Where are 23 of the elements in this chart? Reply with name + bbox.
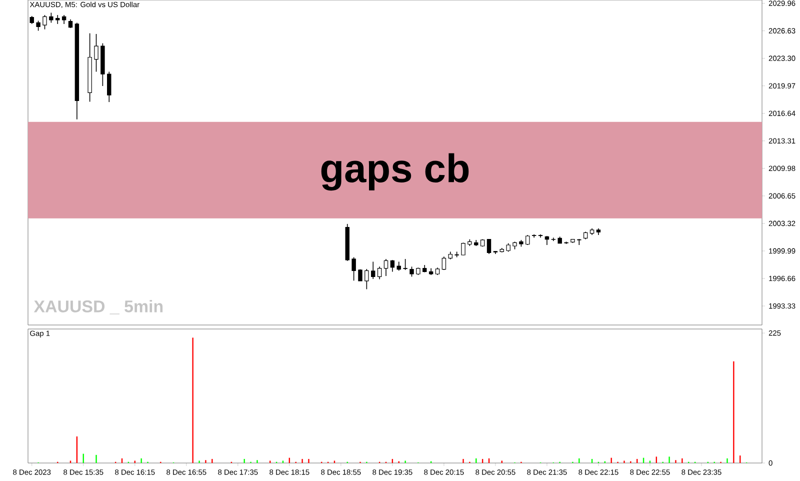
candlestick bbox=[526, 234, 530, 246]
candlestick bbox=[377, 266, 382, 280]
candlestick bbox=[551, 237, 556, 242]
candlestick bbox=[544, 236, 550, 246]
candlestick bbox=[364, 268, 369, 290]
text: gaps cb bbox=[321, 153, 469, 191]
annotation: XAUUSD _ 5min bbox=[34, 300, 163, 314]
candlestick bbox=[371, 261, 376, 280]
candlestick bbox=[42, 14, 47, 30]
candlestick bbox=[352, 256, 356, 282]
candlestick bbox=[396, 261, 401, 272]
candlestick bbox=[384, 258, 388, 276]
candlestick bbox=[36, 20, 40, 32]
candlestick bbox=[442, 256, 446, 270]
candlestick bbox=[390, 260, 395, 272]
candlestick bbox=[94, 34, 98, 72]
candlestick bbox=[461, 242, 466, 256]
candlestick bbox=[56, 14, 60, 24]
candlestick bbox=[486, 238, 492, 254]
candlestick bbox=[107, 71, 112, 102]
candlestick bbox=[410, 266, 414, 278]
candlestick bbox=[403, 258, 408, 270]
candlestick bbox=[49, 12, 54, 24]
